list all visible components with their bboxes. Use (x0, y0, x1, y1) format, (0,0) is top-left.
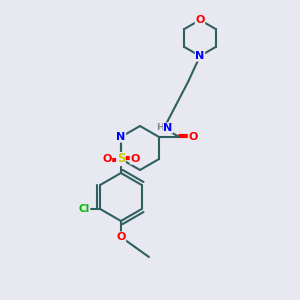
Text: N: N (195, 51, 205, 61)
Text: N: N (116, 132, 126, 142)
Text: Cl: Cl (79, 204, 90, 214)
Text: O: O (116, 232, 126, 242)
Text: S: S (117, 152, 125, 166)
Text: O: O (195, 15, 205, 25)
Text: O: O (102, 154, 112, 164)
Text: N: N (164, 123, 172, 133)
Text: H: H (156, 124, 164, 133)
Text: O: O (130, 154, 140, 164)
Text: O: O (188, 132, 198, 142)
